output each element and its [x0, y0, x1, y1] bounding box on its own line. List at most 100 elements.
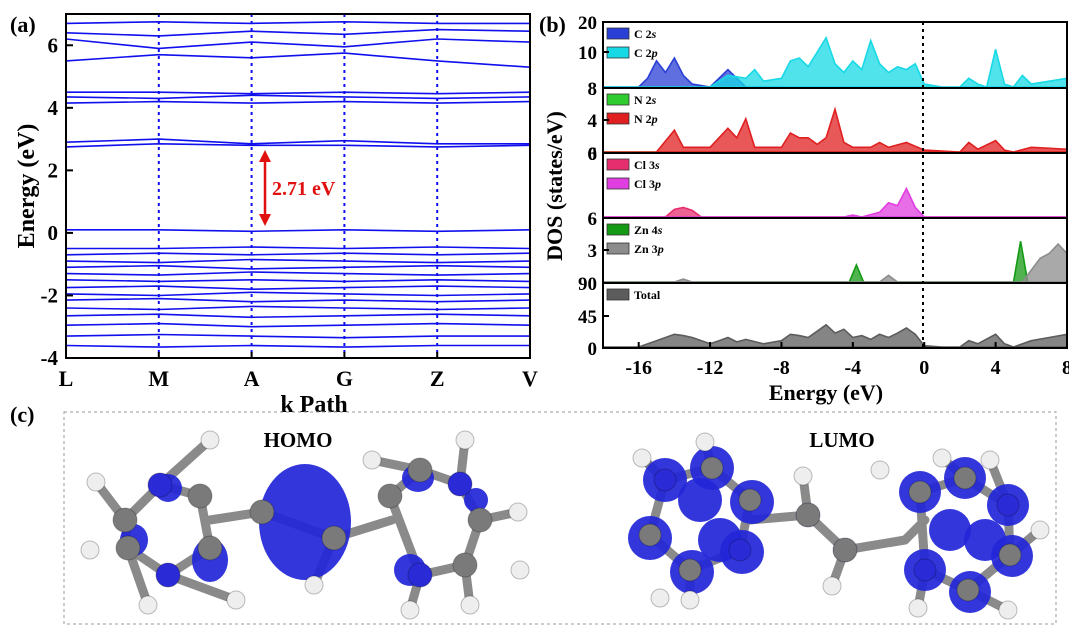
dos-curve [603, 241, 1067, 283]
band-y-tick-label: 4 [48, 96, 59, 120]
hydrogen-atom [138, 595, 158, 615]
dos-y-tick-label: 90 [578, 274, 597, 295]
dos-x-tick-label: 4 [991, 357, 1001, 379]
dos-x-tick-label: 0 [919, 357, 929, 379]
ring-atom [407, 457, 433, 483]
ring-atom [738, 488, 762, 512]
band-line [65, 38, 531, 50]
dos-y-axis-label: DOS (states/eV) [542, 111, 567, 261]
hydrogen-atom [1030, 520, 1050, 540]
hydrogen-atom [455, 430, 475, 450]
band-y-tick-label: 2 [48, 158, 59, 182]
dos-curve [603, 206, 1067, 218]
band-x-tick-label: V [522, 366, 538, 391]
dos-x-tick-label: 8 [1062, 357, 1069, 379]
dos-subpanels: C 2s C 2p 20 10 8 N 2s N 2p 4 6 Cl 3s Cl 3p 0 Zn 4s Z… [578, 13, 1068, 360]
dos-y-tick-label: 4 [588, 111, 598, 132]
hydrogen-atom [695, 432, 715, 452]
ring-atom [197, 535, 223, 561]
dos-curve [603, 242, 1068, 283]
orbital-lobe [929, 509, 971, 551]
ring-atom [452, 552, 478, 578]
band-line [66, 91, 531, 95]
ring-atom [953, 466, 977, 490]
band-x-tick-label: Z [430, 366, 445, 391]
band-plot-frame [65, 13, 531, 359]
band-line [65, 94, 531, 100]
band-line [65, 100, 531, 104]
dos-subpanel: C 2s C 2p 20 10 8 [578, 13, 1068, 100]
band-y-tick-label: 0 [48, 221, 59, 245]
legend-swatch [606, 46, 630, 59]
lumo-molecule [628, 432, 1050, 620]
carbon-atom [249, 499, 275, 525]
dos-curve [603, 106, 1068, 153]
band-line [65, 258, 531, 264]
dos-y-tick-label: 0 [588, 339, 598, 360]
panel-a-label: (a) [10, 12, 36, 37]
ring-atom [407, 562, 433, 588]
legend-swatch [606, 177, 630, 190]
dos-y-tick-label: 8 [588, 79, 598, 100]
ring-atom [147, 472, 173, 498]
hydrogen-atom [932, 448, 952, 468]
legend-swatch [606, 288, 630, 301]
ring-atom [653, 468, 677, 492]
hydrogen-atom [200, 430, 220, 450]
orbital-frame [63, 411, 1057, 625]
dos-y-tick-label: 20 [578, 13, 597, 34]
hydrogen-atom [870, 460, 890, 480]
homo-molecule [80, 430, 530, 620]
band-line [65, 291, 531, 297]
ring-atom [638, 523, 662, 547]
dos-y-tick-label: 3 [588, 241, 598, 262]
band-y-ticks: 6 4 2 0 -2 -4 [41, 33, 73, 370]
legend-label: Zn 4s [634, 223, 663, 237]
hydrogen-atom [362, 450, 382, 470]
ring-atom [678, 558, 702, 582]
band-line [65, 271, 531, 276]
band-line [66, 246, 531, 250]
dos-subpanel: Cl 3s Cl 3p 0 [588, 144, 1068, 219]
band-x-tick-label: M [148, 366, 169, 391]
panel-c-label: (c) [10, 402, 34, 427]
band-gap-label: 2.71 eV [272, 178, 336, 200]
hydrogen-atom [80, 540, 100, 560]
panel-b-label: (b) [539, 12, 566, 37]
lumo-label: LUMO [809, 428, 874, 452]
bond [900, 515, 930, 545]
band-line [65, 278, 531, 283]
legend-label: C 2p [634, 46, 658, 60]
ring-atom [447, 471, 473, 497]
orbital-lobe [964, 519, 1006, 561]
band-line [65, 28, 531, 37]
hydrogen-atom [632, 448, 652, 468]
band-line [65, 264, 531, 270]
ring-atom [908, 480, 932, 504]
dos-y-tick-label: 45 [578, 307, 597, 328]
band-structure-panel: (a) 6 4 2 0 -2 -4 L M A G Z V Energy (eV) k Path 2… [10, 12, 538, 418]
ring-atom [956, 578, 980, 602]
orbital-lobe [259, 464, 351, 580]
band-line [65, 322, 531, 328]
homo-label: HOMO [264, 428, 333, 452]
dos-x-axis-label: Energy (eV) [769, 380, 883, 405]
dos-x-tick-label: -12 [697, 357, 724, 379]
legend-label: Cl 3p [634, 177, 661, 191]
orbital-lobe [678, 478, 722, 522]
band-lines [65, 20, 531, 348]
legend-label: Zn 3p [634, 242, 664, 256]
carbon-atom [795, 502, 821, 528]
legend-label: N 2s [634, 93, 657, 107]
band-line [65, 313, 531, 319]
legend-label: N 2p [634, 112, 658, 126]
ring-atom [155, 562, 181, 588]
band-line [65, 297, 531, 303]
dos-subpanel: Total 45 0 [578, 282, 1068, 360]
dos-x-tick-label: -4 [845, 357, 862, 379]
dos-panel: (b) C 2s C 2p 20 10 8 N 2s N 2p 4 6 Cl 3s Cl 3p 0 Zn… [539, 12, 1069, 405]
ring-atom [377, 483, 403, 509]
legend-label: C 2s [634, 27, 657, 41]
